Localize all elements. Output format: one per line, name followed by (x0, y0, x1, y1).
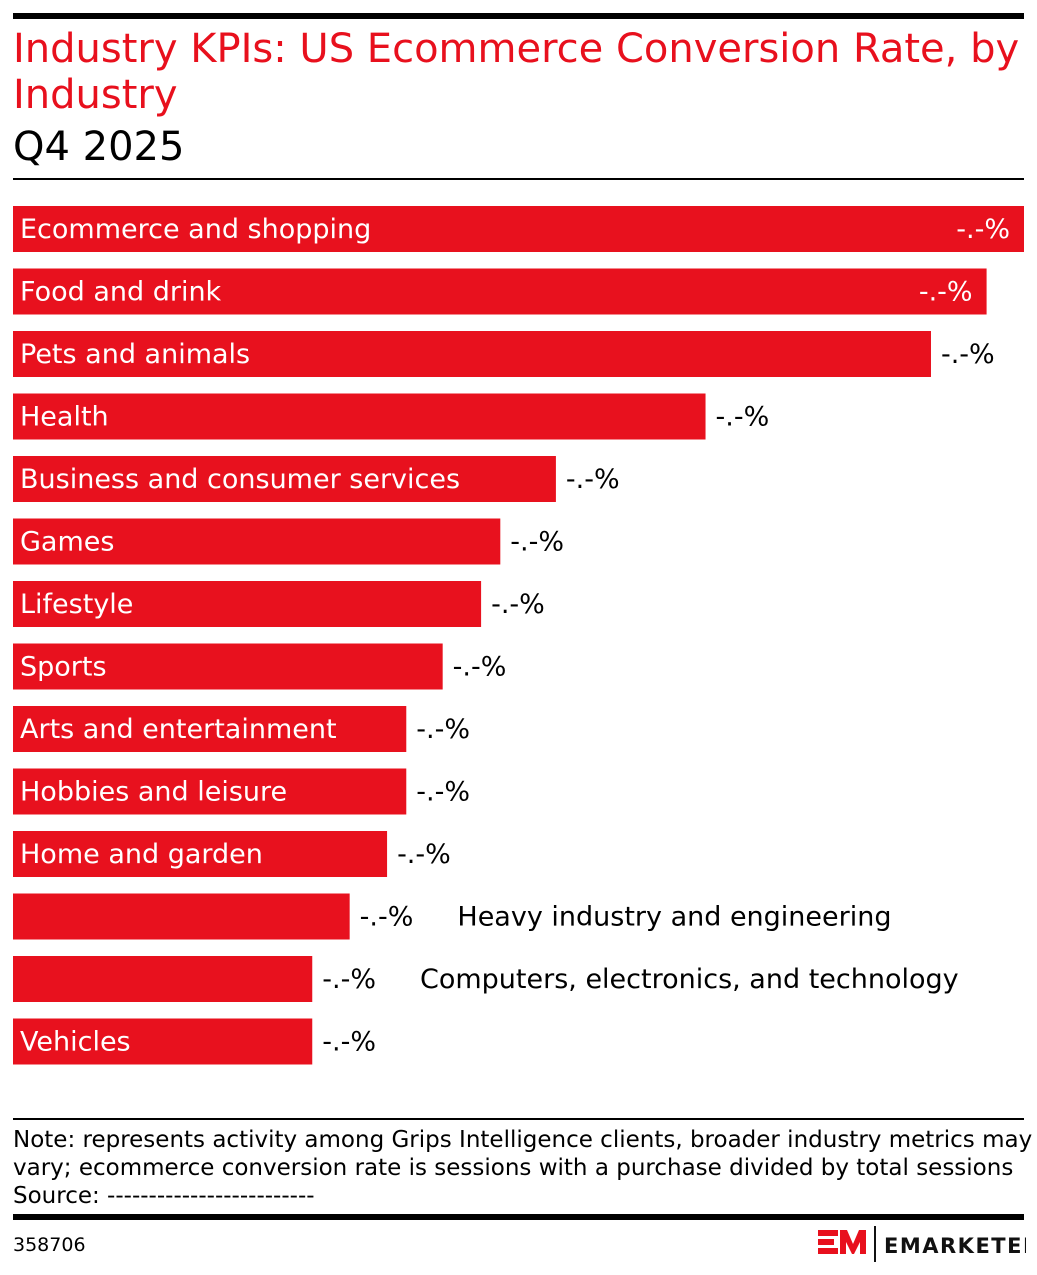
bar (13, 956, 313, 1002)
bar (13, 581, 482, 627)
em-logo-mark-icon (818, 1230, 866, 1254)
bar (13, 331, 931, 377)
data-label: -.-% (510, 527, 564, 558)
bottom-rule (13, 1214, 1024, 1220)
data-label: -.-% (416, 714, 470, 745)
logo-text: EMARKETER (884, 1234, 1026, 1258)
data-label: -.-% (919, 277, 973, 308)
category-label: Health (20, 402, 109, 433)
title-line-2: Industry (13, 72, 178, 118)
bar (13, 893, 350, 940)
chart-note: Note: represents activity among Grips In… (13, 1126, 1037, 1210)
category-label: Sports (20, 652, 107, 683)
emarketer-logo: EMARKETER (818, 1226, 1026, 1262)
category-label: Games (20, 527, 114, 558)
category-label: Lifestyle (20, 589, 133, 620)
data-label: -.-% (941, 339, 995, 370)
category-label: Arts and entertainment (20, 714, 337, 745)
bar (13, 393, 706, 440)
data-label: -.-% (397, 839, 451, 870)
data-label: -.-% (360, 902, 414, 933)
category-label: Pets and animals (20, 339, 250, 370)
bar (13, 1018, 313, 1065)
category-label: Hobbies and leisure (20, 777, 287, 808)
bar (13, 768, 407, 815)
data-label: -.-% (416, 777, 470, 808)
bar (13, 706, 407, 752)
bar (13, 643, 443, 690)
data-label: -.-% (491, 589, 545, 620)
header-divider (13, 178, 1024, 180)
category-label: Ecommerce and shopping (20, 214, 371, 245)
chart-id: 358706 (13, 1234, 86, 1256)
category-label: Food and drink (20, 277, 222, 308)
bar (13, 268, 987, 315)
bar (13, 831, 388, 877)
note-line-2: vary; ecommerce conversion rate is sessi… (13, 1155, 1014, 1181)
title-line-1: Industry KPIs: US Ecommerce Conversion R… (13, 26, 1020, 72)
category-label: Computers, electronics, and technology (420, 964, 959, 995)
bar (13, 206, 1024, 252)
data-label: -.-% (453, 652, 507, 683)
bar (13, 518, 501, 565)
data-label: -.-% (956, 214, 1010, 245)
data-label: -.-% (322, 964, 376, 995)
category-label: Heavy industry and engineering (457, 902, 891, 933)
category-label: Business and consumer services (20, 464, 460, 495)
bar (13, 456, 556, 502)
bar-chart: -.-% Ecommerce and shopping -.-% Food and d… (13, 206, 1024, 1065)
top-rule (13, 13, 1024, 19)
data-label: -.-% (566, 464, 620, 495)
chart-subtitle: Q4 2025 (13, 124, 185, 170)
category-label: Home and garden (20, 839, 263, 870)
category-label: Vehicles (20, 1027, 131, 1058)
data-label: -.-% (716, 402, 770, 433)
note-line-1: Note: represents activity among Grips In… (13, 1127, 1033, 1153)
source-line: Source: ------------------------- (13, 1183, 315, 1209)
chart-title: Industry KPIs: US Ecommerce Conversion R… (13, 26, 1037, 118)
footer-divider (13, 1118, 1024, 1120)
data-label: -.-% (322, 1027, 376, 1058)
